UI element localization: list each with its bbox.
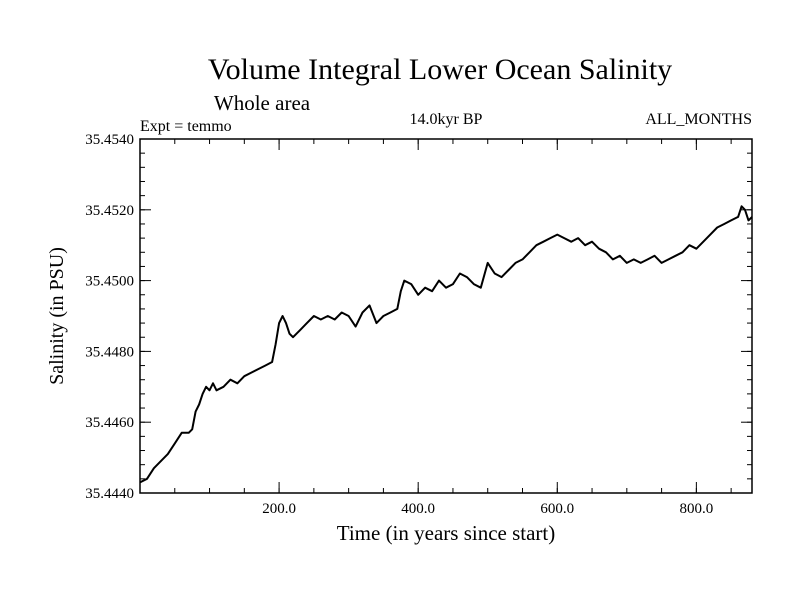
annotation-center: 14.0kyr BP [410, 111, 483, 128]
x-tick-label: 400.0 [401, 501, 435, 517]
y-axis-label: Salinity (in PSU) [46, 247, 68, 385]
salinity-series-line [139, 205, 753, 484]
x-tick-label: 600.0 [540, 501, 574, 517]
annotation-left: Expt = temmo [140, 118, 232, 135]
axis-tick-labels: 200.0 400.0 600.0 800.0 35.4440 35.4460 35.448… [85, 132, 713, 517]
x-tick-label: 800.0 [679, 501, 713, 517]
axis-ticks [140, 138, 752, 494]
y-tick-label: 35.4520 [85, 203, 134, 219]
x-tick-label: 200.0 [262, 501, 296, 517]
chart-subtitle: Whole area [214, 91, 311, 115]
chart-title: Volume Integral Lower Ocean Salinity [208, 53, 672, 86]
y-tick-label: 35.4500 [85, 274, 134, 290]
x-axis-label: Time (in years since start) [337, 521, 556, 545]
y-tick-label: 35.4460 [85, 415, 134, 431]
annotation-right: ALL_MONTHS [645, 111, 752, 128]
plot-area-frame [139, 138, 753, 494]
y-tick-label: 35.4540 [85, 132, 134, 148]
y-tick-label: 35.4440 [85, 486, 134, 502]
y-tick-label: 35.4480 [85, 344, 134, 360]
